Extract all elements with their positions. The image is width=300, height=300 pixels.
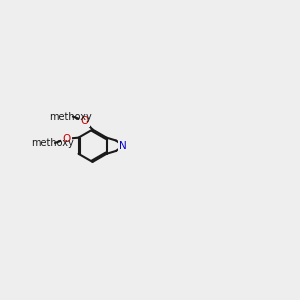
Text: O: O <box>80 116 88 126</box>
Text: methoxy: methoxy <box>31 138 74 148</box>
Text: O: O <box>62 134 70 144</box>
Text: methoxy: methoxy <box>49 112 92 122</box>
Text: N: N <box>119 141 127 151</box>
